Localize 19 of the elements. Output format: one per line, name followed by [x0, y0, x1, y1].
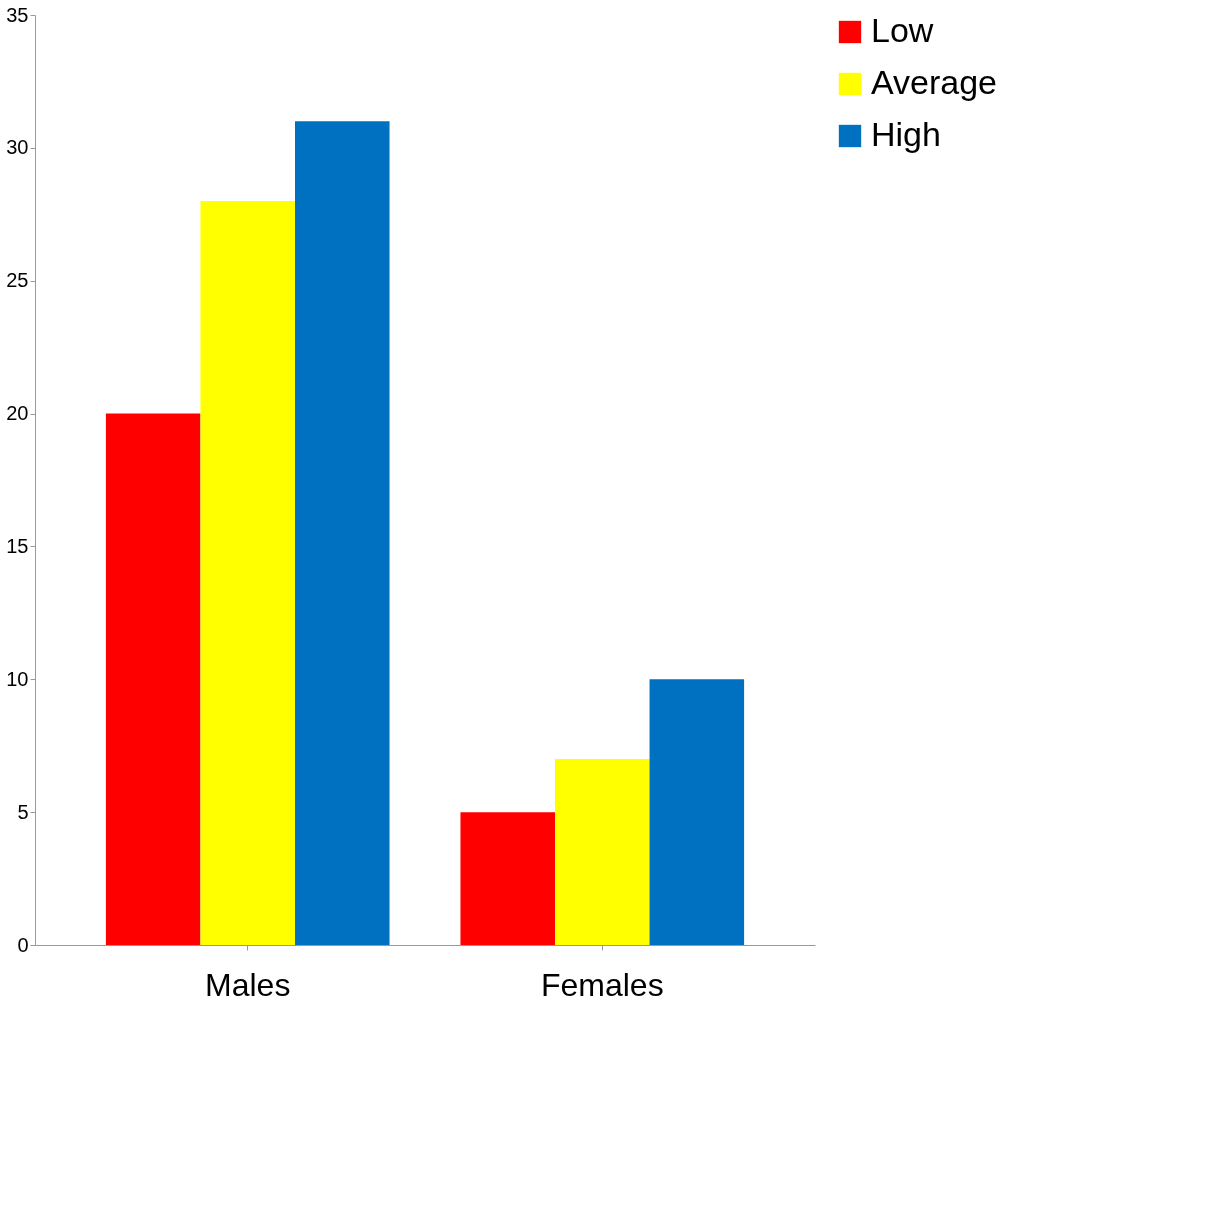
bar [295, 121, 390, 945]
y-tick-label: 25 [6, 269, 29, 292]
y-tick-label: 35 [6, 3, 29, 26]
bar [105, 413, 201, 945]
y-tick-label: 5 [17, 800, 29, 823]
bar [649, 679, 745, 945]
bar [200, 201, 295, 945]
bar [460, 812, 555, 945]
y-tick-label: 30 [6, 136, 29, 159]
legend-label: Low [871, 11, 934, 49]
y-tick-label: 0 [17, 933, 29, 956]
bar [555, 759, 650, 945]
legend-label: High [871, 115, 941, 153]
y-tick-label: 10 [6, 667, 29, 690]
x-tick-label: Females [540, 966, 664, 1003]
legend-label: Average [871, 63, 998, 101]
x-tick-label: Males [205, 966, 291, 1003]
y-tick-label: 20 [6, 402, 29, 425]
y-tick-label: 15 [6, 534, 29, 557]
